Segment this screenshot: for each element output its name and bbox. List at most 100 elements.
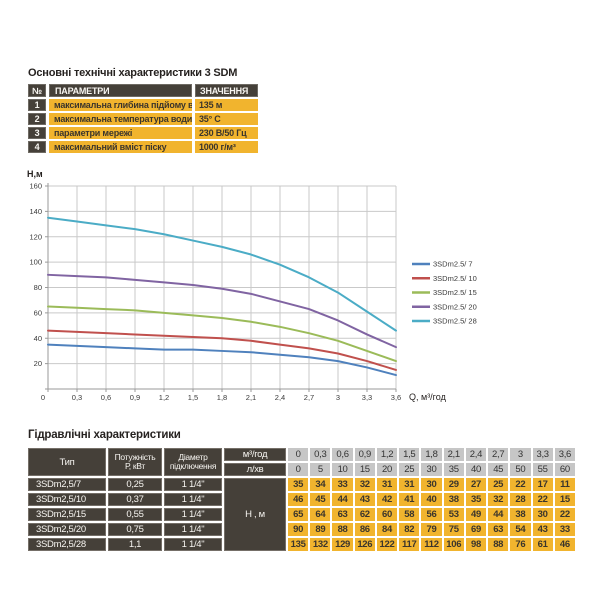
head-value-cell: 65: [288, 508, 309, 521]
head-value-cell: 45: [310, 493, 331, 506]
flow-m3h-value-cell: 1,8: [421, 448, 442, 461]
spec-row: 3 параметри мережі 230 В/50 Гц: [28, 127, 258, 139]
diameter-cell: 1 1/4": [164, 508, 222, 521]
head-value-cell: 88: [332, 523, 353, 536]
flow-m3h-value-cell: 1,2: [376, 448, 398, 461]
y-axis-title: Н,м: [27, 169, 43, 179]
flow-m3h-value-cell: 0,3: [310, 448, 331, 461]
col-header-flow-lmin: л/хв: [224, 463, 286, 476]
legend-label: 3SDm2.5/ 20: [433, 302, 477, 311]
head-value-cell: 88: [488, 538, 509, 551]
head-value-cell: 30: [532, 508, 553, 521]
legend-label: 3SDm2.5/ 28: [433, 317, 477, 326]
head-value-cell: 56: [421, 508, 442, 521]
head-value-cell: 15: [554, 493, 575, 506]
head-value-cell: 86: [354, 523, 375, 536]
x-tick-label: 3,6: [391, 393, 401, 402]
y-tick-label: 60: [34, 308, 42, 317]
col-header-diameter: Діаметр підключення: [164, 448, 222, 476]
flow-m3h-value-cell: 3,3: [532, 448, 553, 461]
pump-curve: [47, 343, 397, 377]
head-value-cell: 75: [443, 523, 464, 536]
spec-value-cell: 1000 г/м³: [195, 141, 258, 153]
x-tick-label: 1,8: [217, 393, 227, 402]
head-value-cell: 62: [354, 508, 375, 521]
head-value-cell: 61: [532, 538, 553, 551]
spec-header-num: №: [28, 84, 46, 97]
spec-param-cell: максимальна температура води: [49, 113, 192, 125]
flow-lmin-value-cell: 55: [532, 463, 553, 476]
spec-header-value: ЗНАЧЕННЯ: [195, 84, 258, 97]
head-value-cell: 31: [399, 478, 420, 491]
flow-m3h-value-cell: 0,6: [332, 448, 353, 461]
pump-curve-chart: 20 40 60 80 100 120 140 160 0 0,3 0,6 0,9 1,2 1,5 1,8 2…: [0, 166, 600, 416]
x-tick-label: 3,3: [362, 393, 372, 402]
head-value-cell: 34: [310, 478, 331, 491]
head-value-cell: 35: [465, 493, 487, 506]
x-tick-label: 1,2: [159, 393, 169, 402]
spec-num-cell: 3: [28, 127, 46, 139]
head-value-cell: 32: [354, 478, 375, 491]
flow-lmin-value-cell: 30: [421, 463, 442, 476]
head-value-cell: 46: [554, 538, 575, 551]
diameter-cell: 1 1/4": [164, 538, 222, 551]
pump-type-cell: 3SDm2,5/20: [28, 523, 106, 536]
head-value-cell: 43: [354, 493, 375, 506]
head-value-cell: 69: [465, 523, 487, 536]
flow-lmin-value-cell: 45: [488, 463, 509, 476]
diameter-cell: 1 1/4": [164, 523, 222, 536]
spec-value-cell: 135 м: [195, 99, 258, 111]
flow-lmin-value-cell: 10: [332, 463, 353, 476]
head-value-cell: 126: [354, 538, 375, 551]
head-value-cell: 43: [532, 523, 553, 536]
head-value-cell: 53: [443, 508, 464, 521]
flow-m3h-value-cell: 2,4: [465, 448, 487, 461]
head-value-cell: 31: [376, 478, 398, 491]
y-tick-label: 20: [34, 359, 42, 368]
head-value-cell: 40: [421, 493, 442, 506]
col-header-power: Потужність Р, кВт: [108, 448, 162, 476]
spec-param-cell: максимальна глибина підйому води: [49, 99, 192, 111]
head-value-cell: 76: [510, 538, 531, 551]
diameter-cell: 1 1/4": [164, 478, 222, 491]
y-tick-label: 140: [29, 207, 42, 216]
pump-curve: [47, 216, 397, 332]
head-value-cell: 54: [510, 523, 531, 536]
power-cell: 0,37: [108, 493, 162, 506]
head-value-cell: 28: [510, 493, 531, 506]
legend-label: 3SDm2.5/ 15: [433, 288, 477, 297]
head-value-cell: 22: [510, 478, 531, 491]
spec-header-param: ПАРАМЕТРИ: [49, 84, 192, 97]
head-value-cell: 49: [465, 508, 487, 521]
x-axis-title: Q, м³/год: [409, 392, 447, 402]
spec-table: № ПАРАМЕТРИ ЗНАЧЕННЯ 1 максимальна глиби…: [28, 84, 258, 153]
flow-m3h-value-cell: 1,5: [399, 448, 420, 461]
x-tick-label: 1,5: [188, 393, 198, 402]
col-header-flow-m3h: м³/год: [224, 448, 286, 461]
x-tick-label: 2,7: [304, 393, 314, 402]
flow-lmin-value-cell: 25: [399, 463, 420, 476]
flow-lmin-value-cell: 5: [310, 463, 331, 476]
head-value-cell: 84: [376, 523, 398, 536]
hydraulic-table: Тип Потужність Р, кВт Діаметр підключення м…: [28, 448, 575, 551]
power-cell: 0,75: [108, 523, 162, 536]
head-value-cell: 11: [554, 478, 575, 491]
spec-table-header: № ПАРАМЕТРИ ЗНАЧЕННЯ: [28, 84, 258, 97]
spec-value-cell: 35° С: [195, 113, 258, 125]
x-tick-label: 2,1: [246, 393, 256, 402]
head-value-cell: 98: [465, 538, 487, 551]
x-tick-label: 0,9: [130, 393, 140, 402]
head-value-cell: 44: [488, 508, 509, 521]
head-value-cell: 106: [443, 538, 464, 551]
power-cell: 1,1: [108, 538, 162, 551]
pump-curve: [47, 273, 397, 349]
head-value-cell: 63: [332, 508, 353, 521]
head-value-cell: 112: [421, 538, 442, 551]
head-value-cell: 42: [376, 493, 398, 506]
flow-lmin-value-cell: 50: [510, 463, 531, 476]
head-value-cell: 33: [332, 478, 353, 491]
head-value-cell: 90: [288, 523, 309, 536]
head-value-cell: 17: [532, 478, 553, 491]
head-value-cell: 25: [488, 478, 509, 491]
